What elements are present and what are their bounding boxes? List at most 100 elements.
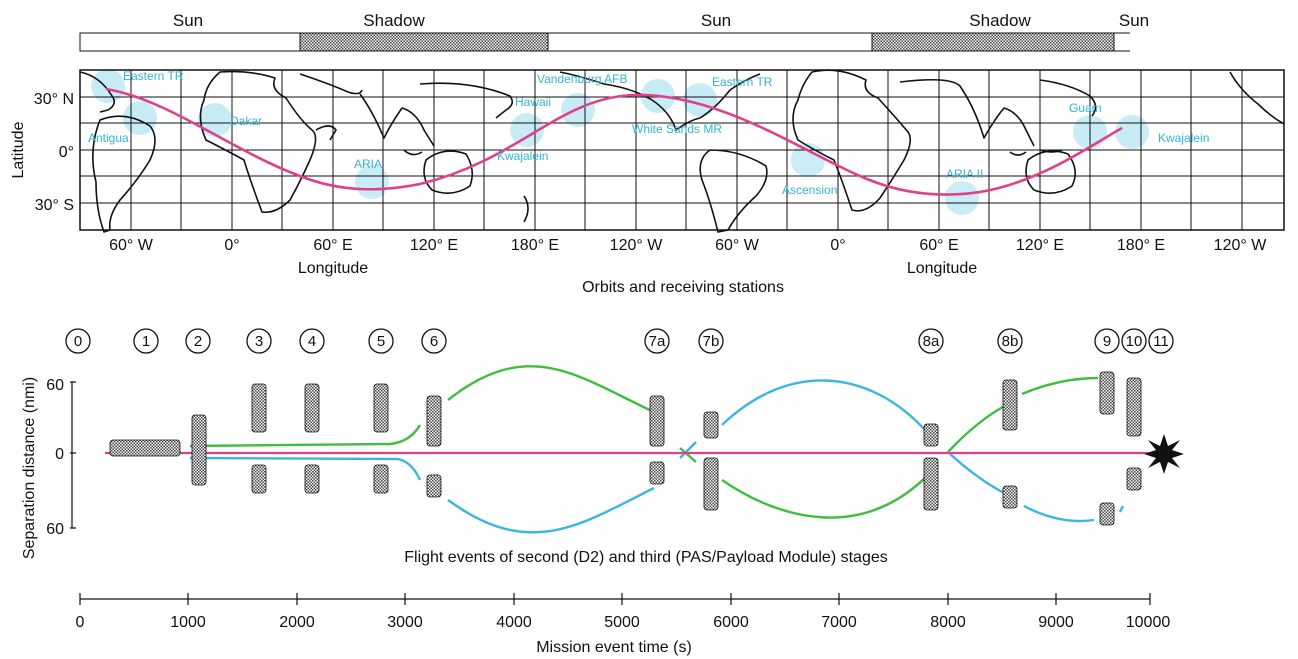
- spacecraft-glyphs: [109, 371, 1142, 526]
- svg-text:8a: 8a: [923, 333, 940, 350]
- station-kwajalein-2: Kwajalein: [1158, 131, 1209, 145]
- station-ascension: Ascension: [782, 183, 837, 197]
- event-marker-0: 0: [65, 328, 91, 354]
- svg-text:10: 10: [1126, 333, 1143, 350]
- time-tick: 3000: [387, 614, 423, 631]
- ground-track-map: Eastern TR Antigua Dakar ARIA Kwajalein …: [10, 69, 1285, 296]
- lon-tick: 120° E: [410, 237, 458, 254]
- burst-icon: [1144, 434, 1184, 474]
- events-caption: Flight events of second (D2) and third (…: [404, 549, 888, 566]
- separation-plot: Separation distance (nmi) 60 0 60 Flight…: [21, 365, 1184, 566]
- event-marker-8b: 8b: [997, 328, 1023, 354]
- orbit-track: [105, 87, 1123, 196]
- lat-tick-30s: 30° S: [35, 197, 74, 214]
- lon-tick: 60° W: [109, 237, 154, 254]
- sun-segment-1: [79, 32, 301, 52]
- map-y-label: Latitude: [10, 121, 27, 178]
- station-labels: Eastern TR Antigua Dakar ARIA Kwajalein …: [88, 69, 1209, 197]
- lat-tick-0: 0°: [59, 144, 74, 161]
- continent-outlines: [79, 69, 1285, 233]
- lon-tick: 60° E: [919, 237, 958, 254]
- lon-tick: 120° E: [1016, 237, 1064, 254]
- time-tick: 7000: [821, 614, 857, 631]
- station-guam: Guam: [1069, 101, 1102, 115]
- green-curve: [189, 365, 1099, 519]
- event-marker-5: 5: [368, 328, 394, 354]
- time-tick: 6000: [713, 614, 749, 631]
- sun-label-1: Sun: [173, 11, 203, 30]
- event-marker-2: 2: [185, 328, 211, 354]
- time-tick: 8000: [930, 614, 966, 631]
- sun-segment-3: [1114, 32, 1130, 52]
- svg-text:3: 3: [255, 333, 263, 350]
- lon-label-left: Longitude: [298, 260, 368, 277]
- time-tick: 1000: [170, 614, 206, 631]
- svg-text:7a: 7a: [649, 333, 666, 350]
- svg-text:8b: 8b: [1002, 333, 1019, 350]
- event-marker-7a: 7a: [644, 328, 670, 354]
- svg-text:9: 9: [1103, 333, 1111, 350]
- station-aria-ii: ARIA II: [946, 167, 983, 181]
- svg-text:5: 5: [377, 333, 385, 350]
- shadow-label-2: Shadow: [969, 11, 1031, 30]
- lon-tick: 0°: [830, 237, 845, 254]
- station-hawaii: Hawaii: [515, 95, 551, 109]
- time-tick: 10000: [1126, 614, 1171, 631]
- event-marker-7b: 7b: [698, 328, 724, 354]
- separation-y-label: Separation distance (nmi): [21, 377, 38, 559]
- station-white-sands: White Sands MR: [632, 122, 722, 136]
- time-tick: 0: [76, 614, 85, 631]
- blue-curve: [189, 379, 1125, 534]
- shadow-segment-1: [299, 32, 549, 52]
- station-aria: ARIA: [354, 157, 382, 171]
- time-axis: 0 1000 2000 3000 4000 5000 6000 7000 800…: [76, 593, 1171, 656]
- lon-tick: 120° W: [610, 237, 664, 254]
- lon-tick: 180° E: [1117, 237, 1165, 254]
- time-axis-label: Mission event time (s): [536, 639, 692, 656]
- event-marker-4: 4: [299, 328, 325, 354]
- shadow-segment-2: [871, 32, 1115, 52]
- lon-tick: 120° W: [1214, 237, 1268, 254]
- event-marker-3: 3: [246, 328, 272, 354]
- time-tick: 2000: [279, 614, 315, 631]
- time-tick: 5000: [604, 614, 640, 631]
- sep-tick-zero: 0: [55, 446, 64, 463]
- station-antigua: Antigua: [88, 131, 129, 145]
- station-eastern-tr-1: Eastern TR: [123, 69, 184, 83]
- lon-tick: 60° W: [715, 237, 760, 254]
- lon-tick: 0°: [224, 237, 239, 254]
- svg-text:2: 2: [194, 333, 202, 350]
- stacked-vehicle: [109, 439, 181, 457]
- svg-text:1: 1: [142, 333, 150, 350]
- svg-text:4: 4: [308, 333, 316, 350]
- lon-tick: 180° E: [511, 237, 559, 254]
- map-caption: Orbits and receiving stations: [582, 279, 784, 296]
- station-eastern-tr-2: Eastern TR: [712, 75, 773, 89]
- station-coverage-circles: [91, 69, 1149, 215]
- event-marker-8a: 8a: [918, 328, 944, 354]
- station-vandenburg: Vandenburg AFB: [537, 72, 628, 86]
- station-kwajalein-1: Kwajalein: [497, 149, 548, 163]
- svg-text:7b: 7b: [703, 333, 720, 350]
- sep-tick-bottom: 60: [46, 521, 64, 538]
- event-marker-1: 1: [133, 328, 159, 354]
- event-marker-9: 9: [1094, 328, 1120, 354]
- event-marker-6: 6: [421, 328, 447, 354]
- lon-tick: 60° E: [313, 237, 352, 254]
- event-marker-11: 11: [1148, 328, 1174, 354]
- shadow-label-1: Shadow: [363, 11, 425, 30]
- sun-segment-2: [547, 32, 873, 52]
- sep-tick-top: 60: [46, 377, 64, 394]
- sun-shadow-bar: Sun Shadow Sun Shadow Sun: [79, 11, 1149, 52]
- station-dakar: Dakar: [230, 114, 262, 128]
- lon-label-right: Longitude: [907, 260, 977, 277]
- svg-text:6: 6: [430, 333, 438, 350]
- sun-label-2: Sun: [701, 11, 731, 30]
- lon-ticks: 60° W 0° 60° E 120° E 180° E 120° W 60° …: [109, 237, 1267, 254]
- sun-label-3: Sun: [1119, 11, 1149, 30]
- separation-axis: [70, 381, 76, 529]
- time-tick: 4000: [496, 614, 532, 631]
- svg-text:11: 11: [1153, 333, 1169, 350]
- lat-tick-30n: 30° N: [34, 91, 74, 108]
